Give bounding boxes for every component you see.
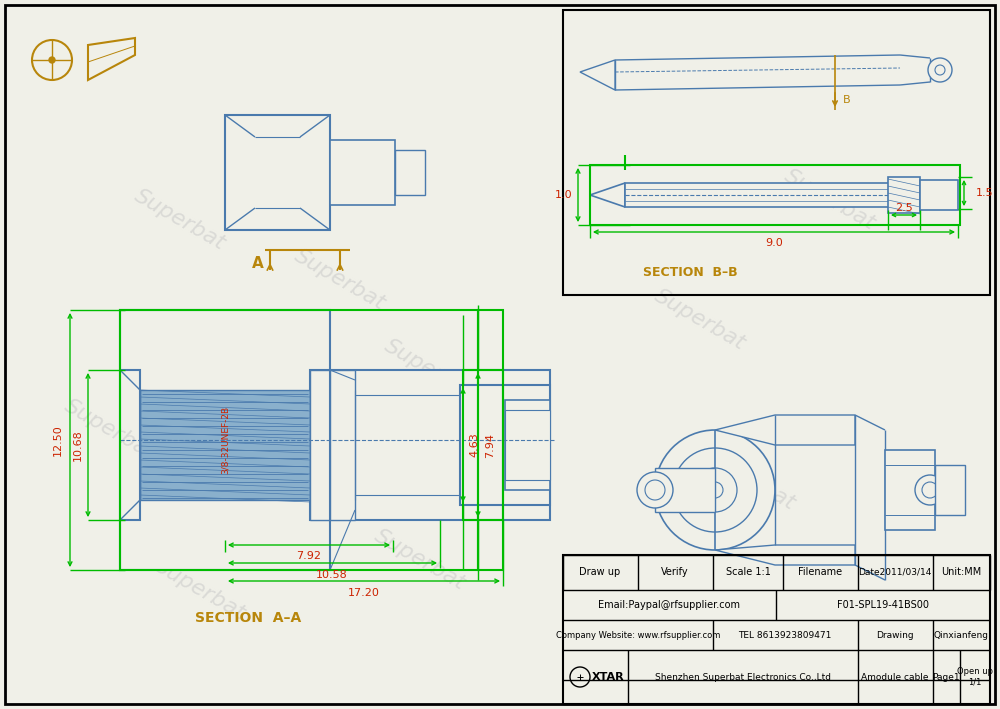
Bar <box>505 410 550 480</box>
Bar <box>655 468 715 512</box>
Circle shape <box>655 430 775 550</box>
Text: SECTION  B–B: SECTION B–B <box>643 265 737 279</box>
Text: F01-SPL19-41BS00: F01-SPL19-41BS00 <box>837 600 929 610</box>
Text: 10.68: 10.68 <box>73 429 83 461</box>
Text: Scale 1:1: Scale 1:1 <box>726 567 770 577</box>
Polygon shape <box>580 60 615 90</box>
Text: Superbat: Superbat <box>381 336 479 404</box>
Text: 17.20: 17.20 <box>348 588 380 598</box>
Text: Superbat: Superbat <box>61 396 159 464</box>
Text: Superbat: Superbat <box>131 186 229 254</box>
Polygon shape <box>715 415 855 445</box>
Bar <box>935 465 965 515</box>
Text: Filename: Filename <box>798 567 842 577</box>
Bar <box>590 165 960 225</box>
Bar <box>885 450 935 530</box>
Circle shape <box>693 468 737 512</box>
Bar <box>330 370 355 520</box>
Circle shape <box>707 482 723 498</box>
Text: A: A <box>252 255 264 271</box>
Bar <box>140 390 310 500</box>
Polygon shape <box>715 545 855 565</box>
Text: Verify: Verify <box>661 567 689 577</box>
Bar <box>310 370 330 520</box>
Text: SECTION  A–A: SECTION A–A <box>195 611 301 625</box>
Circle shape <box>637 472 673 508</box>
Bar <box>460 385 550 505</box>
Text: Superbat: Superbat <box>651 286 749 354</box>
Text: Shenzhen Superbat Electronics Co.,Ltd: Shenzhen Superbat Electronics Co.,Ltd <box>655 673 831 681</box>
Text: Superbat: Superbat <box>241 456 339 524</box>
Bar <box>478 310 503 570</box>
Bar <box>463 370 503 520</box>
Text: B: B <box>843 95 851 105</box>
Circle shape <box>915 475 945 505</box>
Polygon shape <box>590 183 625 207</box>
Bar <box>395 150 425 195</box>
Text: 9.0: 9.0 <box>765 238 783 248</box>
Circle shape <box>935 65 945 75</box>
Text: 2.5: 2.5 <box>895 203 913 213</box>
Text: 1.0: 1.0 <box>554 190 572 200</box>
Text: TEL 8613923809471: TEL 8613923809471 <box>738 630 832 640</box>
Text: 3/8-32UNEF-2B: 3/8-32UNEF-2B <box>220 406 230 474</box>
Circle shape <box>928 58 952 82</box>
Text: Superbat: Superbat <box>291 246 389 314</box>
Text: 4.63: 4.63 <box>469 432 479 457</box>
Bar <box>225 115 330 230</box>
Bar <box>330 140 395 205</box>
Text: 1.5: 1.5 <box>976 188 994 198</box>
Text: 12.50: 12.50 <box>53 424 63 456</box>
Text: 10.58: 10.58 <box>316 570 348 580</box>
Bar <box>625 183 920 207</box>
Circle shape <box>49 57 55 63</box>
Bar <box>563 555 990 704</box>
Text: Superbat: Superbat <box>151 556 249 624</box>
Text: Date2011/03/14: Date2011/03/14 <box>858 567 932 576</box>
Text: Drawing: Drawing <box>876 630 914 640</box>
Circle shape <box>645 480 665 500</box>
Bar <box>120 310 478 570</box>
Polygon shape <box>120 310 330 570</box>
Text: Superbat: Superbat <box>371 526 469 594</box>
Bar <box>505 400 550 490</box>
Text: Email:Paypal@rfsupplier.com: Email:Paypal@rfsupplier.com <box>598 600 740 610</box>
Text: Page1: Page1 <box>932 673 960 681</box>
Text: Open up
1/1: Open up 1/1 <box>957 667 993 687</box>
Bar <box>330 370 550 520</box>
Bar <box>920 180 958 210</box>
Text: XTAR: XTAR <box>592 672 624 682</box>
Circle shape <box>922 482 938 498</box>
Text: Draw up: Draw up <box>579 567 621 577</box>
Text: Unit:MM: Unit:MM <box>941 567 981 577</box>
Text: Superbat: Superbat <box>701 446 799 514</box>
Text: Amodule cable: Amodule cable <box>861 673 929 681</box>
Bar <box>563 10 990 295</box>
Text: Qinxianfeng: Qinxianfeng <box>934 630 988 640</box>
Text: 7.92: 7.92 <box>296 551 322 561</box>
Text: Company Website: www.rfsupplier.com: Company Website: www.rfsupplier.com <box>556 630 720 640</box>
Text: 7.94: 7.94 <box>485 432 495 457</box>
Bar <box>888 177 920 213</box>
Circle shape <box>673 448 757 532</box>
Text: Superbat: Superbat <box>781 166 879 234</box>
